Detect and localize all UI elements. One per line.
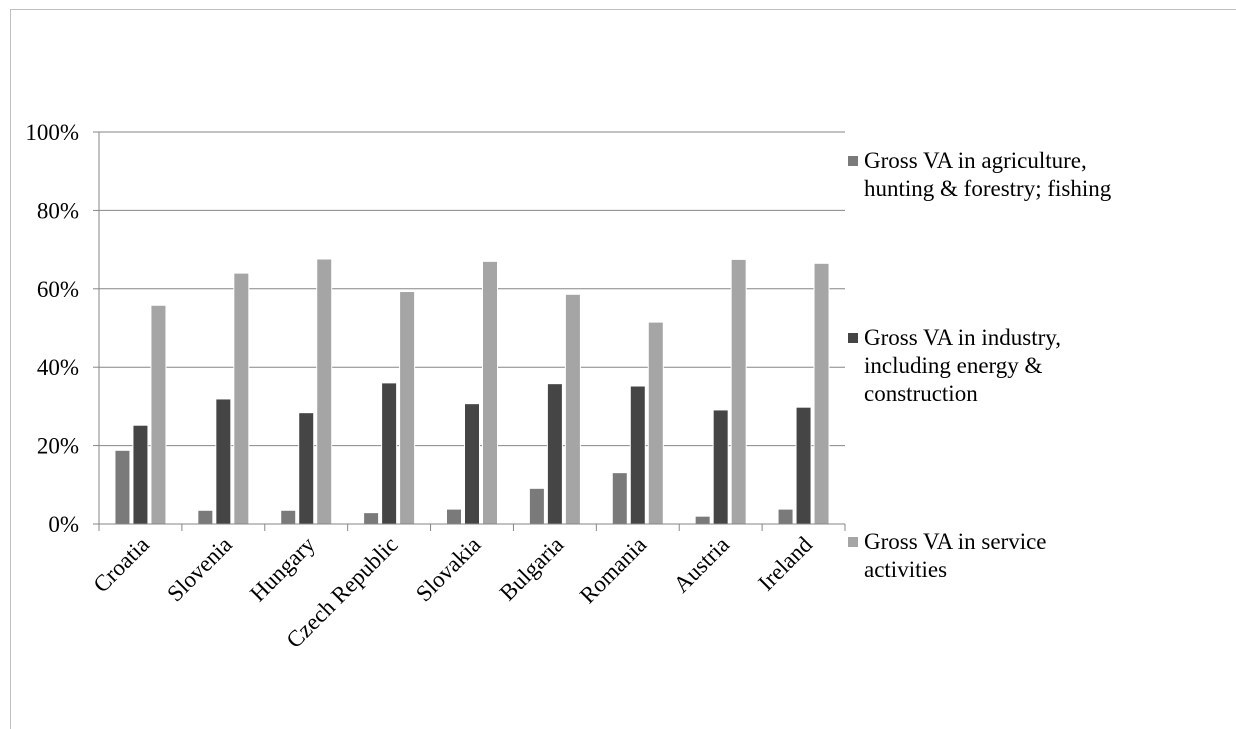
- bar: [611, 472, 628, 525]
- bar: [215, 398, 232, 525]
- x-tick-label: Romania: [575, 532, 651, 608]
- y-tick-label: 40%: [37, 355, 79, 380]
- y-tick-label: 100%: [25, 120, 79, 145]
- y-tick-label: 0%: [48, 512, 79, 537]
- legend-swatch-agriculture: [848, 156, 858, 166]
- legend-label-industry: Gross VA in industry, including energy &…: [864, 325, 1062, 406]
- bar: [795, 406, 812, 525]
- bar: [446, 508, 462, 525]
- bar: [363, 512, 380, 525]
- bar: [233, 272, 250, 525]
- bar: [777, 508, 794, 525]
- bar: [280, 509, 297, 525]
- bar: [730, 258, 747, 525]
- bar: [197, 509, 214, 525]
- chart-frame: [10, 9, 1236, 729]
- y-tick-label: 20%: [37, 434, 79, 459]
- bar: [316, 258, 333, 525]
- bar: [564, 293, 581, 525]
- bar: [647, 321, 664, 525]
- bar: [528, 487, 545, 525]
- legend-swatch-services: [848, 537, 858, 547]
- legend-item-agriculture: Gross VA in agriculture, hunting & fores…: [848, 147, 1111, 203]
- legend-item-services: Gross VA in service activities: [848, 528, 1047, 584]
- legend-swatch-industry: [848, 333, 858, 343]
- bar: [381, 382, 398, 525]
- bar: [150, 304, 167, 525]
- y-tick-label: 60%: [37, 277, 79, 302]
- bar: [132, 424, 149, 525]
- x-tick-label: Croatia: [88, 532, 154, 598]
- bar: [712, 409, 729, 525]
- legend-label-agriculture: Gross VA in agriculture, hunting & fores…: [864, 148, 1112, 201]
- bar: [629, 385, 646, 525]
- bar: [813, 262, 830, 525]
- x-tick-label: Austria: [669, 532, 735, 598]
- bar: [464, 403, 480, 525]
- x-tick-label: Ireland: [753, 532, 817, 596]
- bar: [399, 291, 416, 525]
- x-tick-label: Bulgaria: [495, 532, 569, 606]
- x-tick-label: Hungary: [245, 532, 320, 607]
- x-tick-label: Slovakia: [411, 532, 486, 607]
- legend-item-industry: Gross VA in industry, including energy &…: [848, 324, 1061, 408]
- bar: [298, 412, 315, 525]
- y-tick-label: 80%: [37, 198, 79, 223]
- bar: [114, 449, 131, 525]
- bar: [482, 260, 498, 525]
- bar: [546, 383, 563, 525]
- legend-label-services: Gross VA in service activities: [864, 529, 1047, 582]
- x-tick-label: Slovenia: [162, 532, 237, 607]
- bar: [694, 515, 711, 525]
